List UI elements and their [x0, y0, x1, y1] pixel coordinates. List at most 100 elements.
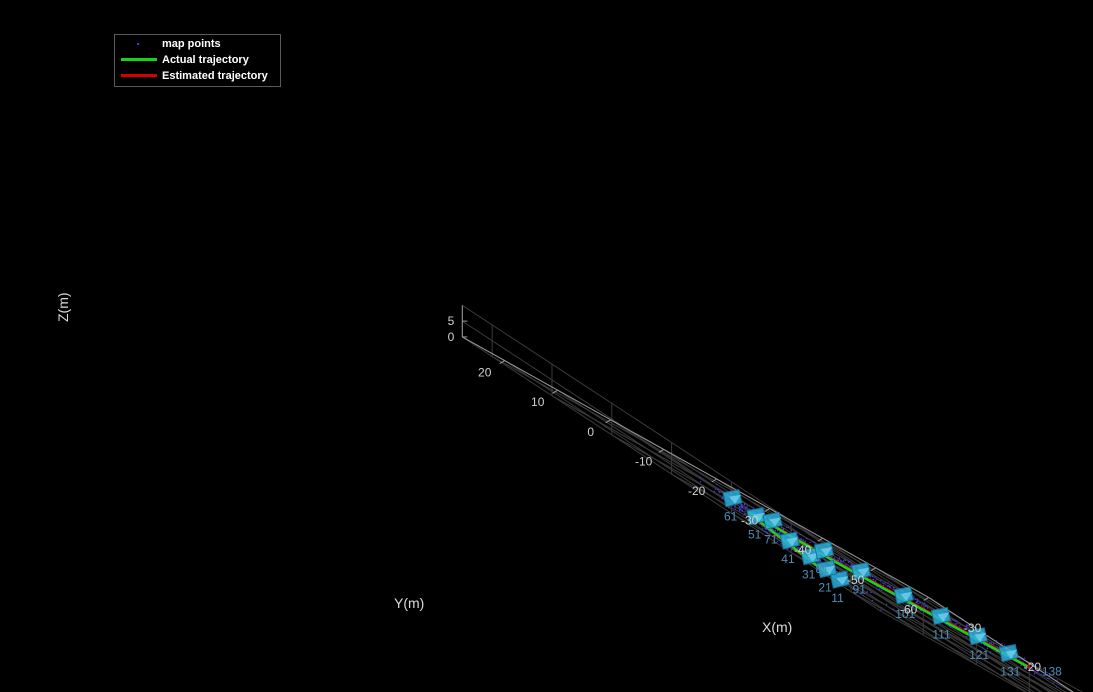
map-point [804, 547, 807, 549]
map-point [1048, 678, 1050, 680]
map-point [1031, 668, 1033, 670]
keyframe-camera-face [823, 565, 836, 575]
map-point [802, 539, 804, 541]
map-point [881, 589, 883, 591]
map-point [746, 505, 748, 507]
map-point [721, 491, 723, 493]
map-point [837, 560, 839, 562]
map-point [1021, 658, 1023, 660]
map-point [949, 625, 951, 627]
map-point [876, 578, 878, 580]
map-point [990, 642, 992, 644]
map-point [919, 609, 921, 611]
map-point [961, 619, 963, 621]
map-point [839, 559, 842, 561]
legend-label: map points [162, 38, 221, 50]
map-point [766, 532, 768, 534]
map-point [913, 595, 915, 597]
map-point [777, 532, 779, 534]
map-point [1001, 643, 1003, 645]
map-point [740, 506, 743, 508]
map-point [1037, 670, 1039, 673]
grid-line-y [716, 478, 1043, 692]
map-point [963, 628, 965, 630]
map-point [1004, 644, 1006, 646]
map-point [1019, 658, 1021, 660]
map-point [968, 626, 970, 628]
map-point [744, 510, 746, 512]
map-point [779, 533, 781, 535]
y-tick-mark [923, 596, 929, 601]
map-point [845, 564, 847, 566]
map-point [917, 603, 919, 605]
map-point [847, 561, 850, 564]
y-tick-mark [499, 360, 505, 365]
map-point [986, 641, 988, 643]
map-point [741, 506, 743, 508]
map-point [886, 603, 888, 605]
map-point [877, 588, 879, 590]
y-tick-mark [711, 478, 717, 483]
axis-ticks: -30-20-100102030-60-50-40-30-20-10010200… [448, 314, 1042, 674]
map-point [798, 542, 800, 544]
map-point [781, 528, 783, 530]
grid-line-x [790, 552, 1042, 692]
legend: map points Actual trajectory Estimated t… [114, 34, 281, 87]
map-point [796, 548, 799, 550]
map-point [964, 625, 967, 628]
map-point [840, 561, 843, 563]
map-point [800, 538, 802, 540]
keyframe-camera-face [857, 567, 870, 577]
map-point [699, 477, 701, 479]
keyframe-camera-face [786, 537, 799, 547]
map-point [849, 565, 851, 568]
y-tick-label: -50 [847, 573, 865, 587]
map-point [965, 629, 967, 631]
map-point [776, 537, 778, 539]
map-point [799, 548, 801, 551]
keyframe-label: 111 [932, 628, 951, 642]
map-point [862, 595, 865, 597]
map-point [871, 576, 873, 578]
grid-line-y [822, 537, 1059, 692]
map-point [1025, 668, 1027, 670]
map-point [924, 607, 926, 609]
map-point [744, 503, 746, 505]
map-point [995, 650, 997, 652]
map-point [966, 625, 968, 627]
map-point [893, 588, 895, 590]
map-point [843, 560, 845, 562]
keyframe-camera-face [974, 632, 987, 642]
map-point [741, 510, 743, 512]
grid-wall-line [880, 579, 1083, 692]
map-point [999, 645, 1002, 647]
map-point [872, 579, 874, 581]
map-point [774, 529, 776, 532]
map-point [880, 580, 882, 582]
map-point [786, 526, 788, 528]
grid-wall-line [462, 336, 882, 612]
grid-line-y [769, 508, 1051, 692]
x-axis-label: X(m) [762, 619, 792, 635]
map-point [785, 530, 787, 533]
map-point [738, 507, 740, 509]
keyframe-label: 21 [818, 581, 832, 595]
map-point [803, 541, 806, 543]
estimated-trajectory-swatch [119, 68, 159, 84]
map-point [799, 547, 801, 550]
y-tick-label: 10 [531, 395, 545, 409]
map-point [776, 530, 779, 532]
keyframe-camera-face [1005, 649, 1018, 659]
map-point [836, 570, 838, 573]
map-point [778, 532, 780, 534]
grid-line-x [491, 356, 959, 618]
keyframe-camera-face [836, 576, 849, 586]
map-point [830, 556, 833, 559]
map-point [955, 620, 957, 622]
map-point [1048, 674, 1051, 677]
x-tick-label: -20 [1024, 660, 1042, 674]
map-point [718, 491, 720, 493]
map-point [1024, 657, 1026, 659]
keyframe-label: 121 [969, 648, 989, 662]
keyframe-camera-face [900, 591, 913, 601]
